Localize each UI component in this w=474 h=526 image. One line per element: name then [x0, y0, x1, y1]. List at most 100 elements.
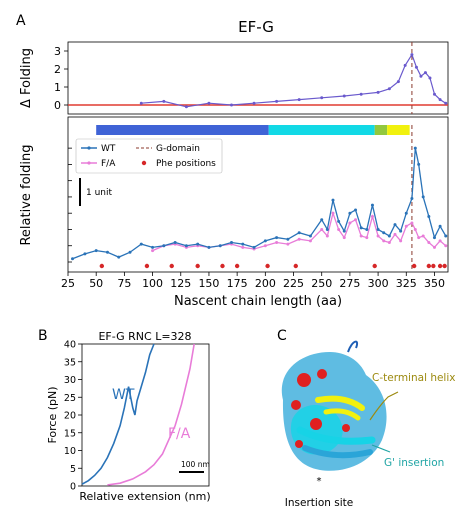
delta-folding-point — [432, 92, 436, 96]
delta-folding-point — [342, 94, 346, 98]
wt-relative-folding-point — [151, 245, 155, 249]
lower-helix — [302, 445, 373, 459]
wt-relative-folding-point — [427, 214, 431, 218]
b-ytick-label: 0 — [70, 482, 76, 493]
delta-folding-point — [139, 101, 143, 105]
fa-relative-folding-point — [417, 236, 421, 240]
phe-position-marker — [372, 263, 377, 269]
b-title: EF-G RNC L=328 — [98, 330, 191, 343]
wt-relative-folding-point — [241, 242, 245, 246]
delta-folding-point — [376, 90, 380, 94]
phe-position-marker — [431, 263, 436, 269]
insertion-site-asterisk: * — [317, 476, 322, 487]
domain-bar-segment — [374, 125, 388, 135]
delta-folding-line — [141, 53, 447, 108]
wt-relative-folding-point — [297, 231, 301, 235]
panel-label-b: B — [38, 328, 48, 344]
fa-relative-folding-point — [241, 245, 245, 249]
fa-relative-folding-point — [421, 234, 425, 238]
panel-a-bottom-chart: Relative folding 25 50 75 100 125 150 175 200 22… — [19, 116, 449, 309]
a-bottom-xtick-label: 100 — [142, 277, 163, 290]
fa-relative-folding-point — [308, 239, 312, 243]
delta-folding-point — [359, 92, 363, 96]
fa-relative-folding-point — [354, 218, 358, 222]
b-scale-label: 100 nm — [181, 460, 210, 469]
panel-label-c: C — [277, 328, 287, 344]
domain-bar-segment — [387, 125, 410, 135]
phe-cluster-2 — [317, 369, 327, 379]
delta-folding-point — [387, 87, 391, 91]
unit-scale-label: 1 unit — [86, 188, 112, 198]
delta-folding-point — [428, 76, 432, 80]
fa-relative-folding-point — [151, 249, 155, 253]
protein-structure-illustration: C-terminal helix G' insertion * Insertio… — [281, 340, 455, 509]
phe-position-marker — [169, 263, 174, 269]
delta-folding-point — [410, 53, 414, 57]
wt-relative-folding-point — [275, 236, 279, 240]
phe-position-marker — [293, 263, 298, 269]
wt-relative-folding-point — [139, 242, 143, 246]
phe-position-marker — [195, 263, 200, 269]
phe-position-marker — [411, 263, 417, 269]
delta-folding-point — [230, 103, 234, 107]
fa-relative-folding-point — [370, 214, 374, 218]
a-bottom-xtick-label: 250 — [311, 277, 332, 290]
wt-relative-folding-point — [83, 252, 87, 256]
phe-position-marker — [234, 263, 240, 269]
b-ytick-label: 15 — [64, 428, 76, 439]
a-bottom-xtick-label: 125 — [170, 277, 191, 290]
wt-relative-folding-point — [410, 197, 414, 201]
wt-relative-folding-point — [105, 250, 109, 254]
fa-relative-folding-point — [382, 239, 386, 243]
a-bottom-xtick-label: 225 — [283, 277, 304, 290]
fa-relative-folding-point — [432, 245, 436, 249]
fa-relative-folding-point — [399, 239, 403, 243]
legend-fa-label: F/A — [101, 159, 116, 169]
panel-label-a: A — [16, 13, 26, 29]
wt-relative-folding-point — [94, 249, 98, 253]
wt-relative-folding-point — [184, 244, 188, 248]
wt-relative-folding-point — [128, 250, 132, 254]
legend-wt-label: WT — [101, 144, 116, 154]
a-top-ylabel: Δ Folding — [19, 48, 34, 108]
wt-relative-folding-point — [325, 227, 329, 231]
fa-relative-folding-point — [438, 239, 442, 243]
wt-relative-folding-point — [393, 223, 397, 227]
a-top-ytick-label: 3 — [54, 45, 61, 58]
c-terminal-helix-label: C-terminal helix — [372, 372, 455, 384]
insertion-site-label: Insertion site — [285, 497, 353, 509]
b-ytick-label: 35 — [64, 357, 76, 368]
legend-gdomain-label: G-domain — [156, 144, 200, 154]
a-bottom-xtick-label: 25 — [61, 277, 75, 290]
wt-relative-folding-point — [382, 231, 386, 235]
fa-force-extension-curve — [107, 343, 195, 486]
fa-relative-folding-point — [393, 232, 397, 236]
delta-folding-point — [423, 71, 427, 75]
legend-phe-label: Phe positions — [156, 159, 216, 169]
delta-folding-point — [184, 105, 188, 109]
wt-relative-folding-point — [417, 162, 421, 166]
fa-relative-folding-point — [365, 236, 369, 240]
phe-cluster-3 — [291, 400, 301, 410]
c-terminal-callout-line — [369, 391, 399, 421]
wt-relative-folding-point — [337, 219, 341, 223]
a-bottom-xtick-label: 75 — [117, 277, 131, 290]
phe-cluster-4 — [310, 418, 322, 430]
wt-relative-folding-point — [399, 229, 403, 233]
delta-folding-point — [252, 101, 256, 105]
fa-relative-folding-point — [359, 234, 363, 238]
a-top-frame — [67, 41, 449, 115]
g-insertion-helix — [296, 426, 376, 445]
b-ytick-label: 25 — [64, 393, 76, 404]
panel-b-chart: EF-G RNC L=328 Force (pN) 0 5 10 15 20 25 30 35… — [46, 330, 211, 503]
b-ylabel: Force (pN) — [46, 386, 59, 443]
phe-cluster-1 — [297, 373, 311, 387]
delta-folding-point — [162, 99, 166, 103]
fa-relative-folding-point — [320, 227, 324, 231]
fa-relative-folding-point — [325, 234, 329, 238]
phe-position-marker — [220, 263, 225, 269]
g-insertion-label: G' insertion — [384, 457, 444, 469]
delta-folding-point — [297, 98, 301, 102]
wt-relative-folding-point — [354, 208, 358, 212]
delta-folding-point — [275, 99, 279, 103]
